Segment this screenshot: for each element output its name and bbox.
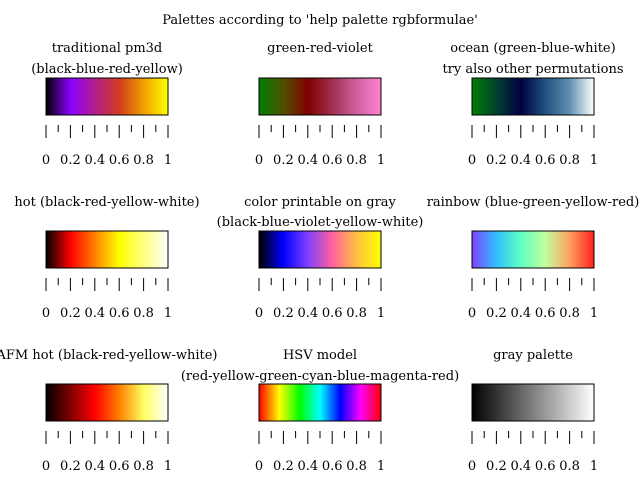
color-bar bbox=[471, 383, 595, 422]
tick-label: 0.8 bbox=[559, 153, 580, 168]
tick-label: 0.6 bbox=[322, 306, 343, 321]
palette-title: gray palette bbox=[493, 348, 573, 363]
tick-label: 0.8 bbox=[133, 459, 154, 474]
tick-label: 0.2 bbox=[60, 459, 81, 474]
palette-title: (black-blue-red-yellow) bbox=[31, 62, 183, 77]
palette-title: hot (black-red-yellow-white) bbox=[14, 195, 199, 210]
palette-panel: green-red-violet 0 0.2 0.4 0.6 0.8 1 bbox=[255, 41, 385, 168]
palette-panel: ocean (green-blue-white) try also other p… bbox=[442, 41, 623, 168]
palette-panel: gray palette 0 0.2 0.4 0.6 0.8 1 bbox=[468, 348, 598, 474]
tick-label: 0.6 bbox=[109, 459, 130, 474]
tick-label: 0.6 bbox=[109, 306, 130, 321]
tick-label: 0.6 bbox=[322, 153, 343, 168]
palette-panel: rainbow (blue-green-yellow-red) 0 0.2 0.4 0.… bbox=[427, 195, 640, 321]
tick-label: 0.6 bbox=[109, 153, 130, 168]
palette-title: ocean (green-blue-white) bbox=[450, 41, 615, 56]
palette-title: traditional pm3d bbox=[52, 41, 163, 56]
tick-label: 0.2 bbox=[486, 153, 507, 168]
tick-label: 0.4 bbox=[84, 459, 105, 474]
tick-label: 0.8 bbox=[559, 459, 580, 474]
tick-label: 0 bbox=[255, 306, 263, 321]
palette-title: green-red-violet bbox=[267, 41, 373, 56]
figure-title: Palettes according to 'help palette rgbf… bbox=[162, 13, 478, 28]
tick-label: 0.2 bbox=[273, 153, 294, 168]
tick-label: 0 bbox=[468, 153, 476, 168]
tick-label: 0.2 bbox=[273, 306, 294, 321]
tick-label: 0 bbox=[42, 153, 50, 168]
tick-label: 0.6 bbox=[535, 153, 556, 168]
tick-label: 0.8 bbox=[559, 306, 580, 321]
tick-label: 1 bbox=[377, 153, 385, 168]
tick-label: 0.4 bbox=[297, 459, 318, 474]
tick-label: 0.4 bbox=[297, 153, 318, 168]
palette-panel: traditional pm3d (black-blue-red-yellow) 0… bbox=[31, 41, 183, 168]
tick-label: 0 bbox=[468, 306, 476, 321]
tick-label: 0.8 bbox=[346, 306, 367, 321]
color-bar bbox=[45, 77, 169, 116]
color-bar bbox=[471, 230, 595, 269]
tick-label: 0.2 bbox=[486, 459, 507, 474]
color-bar bbox=[258, 383, 382, 422]
tick-label: 1 bbox=[590, 306, 598, 321]
tick-label: 1 bbox=[377, 306, 385, 321]
tick-label: 0.8 bbox=[346, 459, 367, 474]
tick-label: 0.8 bbox=[133, 153, 154, 168]
tick-label: 1 bbox=[164, 459, 172, 474]
tick-label: 0.4 bbox=[84, 153, 105, 168]
palette-title: AFM hot (black-red-yellow-white) bbox=[0, 348, 218, 363]
color-bar bbox=[45, 383, 169, 422]
color-bar bbox=[471, 77, 595, 116]
palette-panel: HSV model (red-yellow-green-cyan-blue-mag… bbox=[181, 348, 459, 474]
palette-panel: hot (black-red-yellow-white) 0 0.2 0.4 0.6 0.… bbox=[14, 195, 199, 321]
tick-label: 0.2 bbox=[60, 153, 81, 168]
tick-label: 0.4 bbox=[510, 306, 531, 321]
tick-label: 0.6 bbox=[535, 459, 556, 474]
color-bar bbox=[45, 230, 169, 269]
palette-title: (red-yellow-green-cyan-blue-magenta-red) bbox=[181, 369, 459, 384]
color-bar bbox=[258, 230, 382, 269]
tick-label: 0.2 bbox=[486, 306, 507, 321]
palette-title: try also other permutations bbox=[442, 62, 623, 77]
tick-label: 0 bbox=[255, 153, 263, 168]
tick-label: 0 bbox=[42, 459, 50, 474]
palette-title: (black-blue-violet-yellow-white) bbox=[217, 215, 424, 230]
tick-label: 1 bbox=[590, 153, 598, 168]
palette-panel: AFM hot (black-red-yellow-white) 0 0.2 0.4 0… bbox=[0, 348, 218, 474]
tick-label: 0 bbox=[255, 459, 263, 474]
tick-label: 0.6 bbox=[322, 459, 343, 474]
tick-label: 0.6 bbox=[535, 306, 556, 321]
tick-label: 1 bbox=[164, 306, 172, 321]
tick-label: 0.4 bbox=[84, 306, 105, 321]
tick-label: 0.4 bbox=[510, 459, 531, 474]
tick-label: 1 bbox=[164, 153, 172, 168]
tick-label: 1 bbox=[590, 459, 598, 474]
tick-label: 0 bbox=[468, 459, 476, 474]
color-bar bbox=[258, 77, 382, 116]
tick-label: 0.2 bbox=[273, 459, 294, 474]
palette-title: HSV model bbox=[283, 348, 357, 363]
tick-label: 1 bbox=[377, 459, 385, 474]
palette-panels: traditional pm3d (black-blue-red-yellow) 0… bbox=[0, 41, 639, 474]
tick-label: 0.4 bbox=[510, 153, 531, 168]
tick-label: 0.8 bbox=[346, 153, 367, 168]
palette-panel: color printable on gray (black-blue-viole… bbox=[217, 195, 424, 321]
tick-label: 0 bbox=[42, 306, 50, 321]
tick-label: 0.8 bbox=[133, 306, 154, 321]
tick-label: 0.4 bbox=[297, 306, 318, 321]
tick-label: 0.2 bbox=[60, 306, 81, 321]
palette-title: color printable on gray bbox=[244, 195, 396, 210]
palette-title: rainbow (blue-green-yellow-red) bbox=[427, 195, 640, 210]
